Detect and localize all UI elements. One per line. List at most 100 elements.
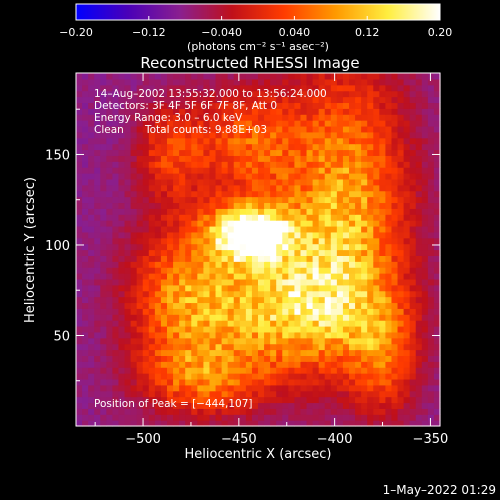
heatmap-cell (306, 302, 314, 309)
heatmap-cell (385, 273, 393, 280)
heatmap-cell (233, 402, 241, 409)
heatmap-cell (239, 120, 247, 127)
heatmap-cell (258, 402, 265, 409)
heatmap-cell (191, 361, 198, 368)
heatmap-cell (94, 73, 101, 80)
heatmap-cell (136, 355, 144, 362)
heatmap-cell (82, 290, 89, 298)
heatmap-cell (385, 314, 393, 321)
heatmap-cell (94, 178, 101, 186)
heatmap-cell (179, 114, 186, 121)
heatmap-cell (185, 108, 192, 115)
heatmap-cell (355, 378, 362, 386)
heatmap-cell (136, 161, 144, 168)
heatmap-cell (427, 396, 435, 404)
heatmap-cell (385, 278, 393, 286)
heatmap-cell (148, 408, 156, 415)
heatmap-cell (282, 102, 289, 109)
heatmap-cell (336, 84, 344, 92)
heatmap-cell (415, 208, 423, 215)
heatmap-cell (239, 249, 247, 256)
heatmap-cell (409, 343, 417, 351)
heatmap-cell (397, 237, 405, 245)
heatmap-cell (264, 190, 271, 198)
heatmap-cell (427, 302, 435, 309)
heatmap-cell (355, 243, 362, 251)
heatmap-cell (245, 314, 253, 321)
heatmap-cell (288, 196, 295, 204)
heatmap-cell (324, 349, 332, 356)
heatmap-cell (227, 420, 235, 427)
heatmap-cell (191, 384, 198, 392)
heatmap-cell (136, 102, 144, 109)
heatmap-cell (300, 314, 308, 321)
heatmap-cell (342, 155, 350, 162)
heatmap-cell (385, 249, 393, 256)
heatmap-cell (336, 108, 344, 115)
heatmap-cell (276, 414, 283, 421)
heatmap-cell (306, 320, 314, 327)
heatmap-cell (288, 361, 295, 368)
heatmap-cell (76, 102, 83, 109)
heatmap-cell (373, 220, 380, 227)
heatmap-cell (409, 320, 417, 327)
heatmap-cell (233, 137, 241, 145)
heatmap-cell (88, 290, 95, 298)
heatmap-cell (379, 90, 386, 98)
heatmap-cell (403, 261, 411, 268)
heatmap-cell (349, 125, 356, 133)
heatmap-cell (82, 143, 89, 151)
heatmap-cell (391, 267, 399, 274)
heatmap-cell (330, 161, 338, 168)
heatmap-cell (264, 155, 271, 162)
heatmap-cell (421, 308, 429, 315)
heatmap-cell (276, 184, 283, 192)
heatmap-cell (427, 378, 435, 386)
heatmap-cell (82, 408, 89, 415)
heatmap-cell (282, 108, 289, 115)
heatmap-cell (251, 149, 259, 156)
heatmap-cell (154, 184, 162, 192)
heatmap-cell (106, 278, 113, 286)
heatmap-cell (397, 114, 405, 121)
heatmap-cell (336, 125, 344, 133)
heatmap-cell (270, 231, 277, 239)
heatmap-cell (100, 408, 107, 415)
heatmap-cell (245, 320, 253, 327)
heatmap-cell (355, 420, 362, 427)
heatmap-cell (124, 114, 132, 121)
heatmap-cell (330, 125, 338, 133)
heatmap-cell (94, 125, 101, 133)
heatmap-cell (136, 190, 144, 198)
heatmap-cell (148, 343, 156, 351)
heatmap-cell (179, 337, 186, 345)
heatmap-cell (197, 414, 204, 421)
heatmap-cell (173, 320, 180, 327)
heatmap-cell (197, 131, 204, 139)
heatmap-cell (233, 255, 241, 262)
heatmap-cell (76, 349, 83, 356)
heatmap-cell (306, 178, 314, 186)
heatmap-cell (227, 131, 235, 139)
heatmap-cell (270, 125, 277, 133)
heatmap-cell (209, 390, 217, 398)
heatmap-cell (239, 349, 247, 356)
heatmap-cell (336, 284, 344, 292)
heatmap-cell (397, 325, 405, 333)
heatmap-cell (306, 355, 314, 362)
heatmap-cell (118, 90, 126, 98)
heatmap-cell (282, 225, 289, 233)
heatmap-cell (342, 208, 350, 215)
heatmap-cell (276, 143, 283, 151)
heatmap-cell (130, 167, 138, 174)
heatmap-cell (288, 208, 295, 215)
heatmap-cell (251, 361, 259, 368)
heatmap-cell (258, 396, 265, 404)
heatmap-cell (409, 290, 417, 298)
heatmap-cell (391, 408, 399, 415)
heatmap-cell (270, 225, 277, 233)
heatmap-cell (209, 202, 217, 209)
heatmap-cell (349, 155, 356, 162)
heatmap-cell (82, 325, 89, 333)
heatmap-cell (118, 167, 126, 174)
